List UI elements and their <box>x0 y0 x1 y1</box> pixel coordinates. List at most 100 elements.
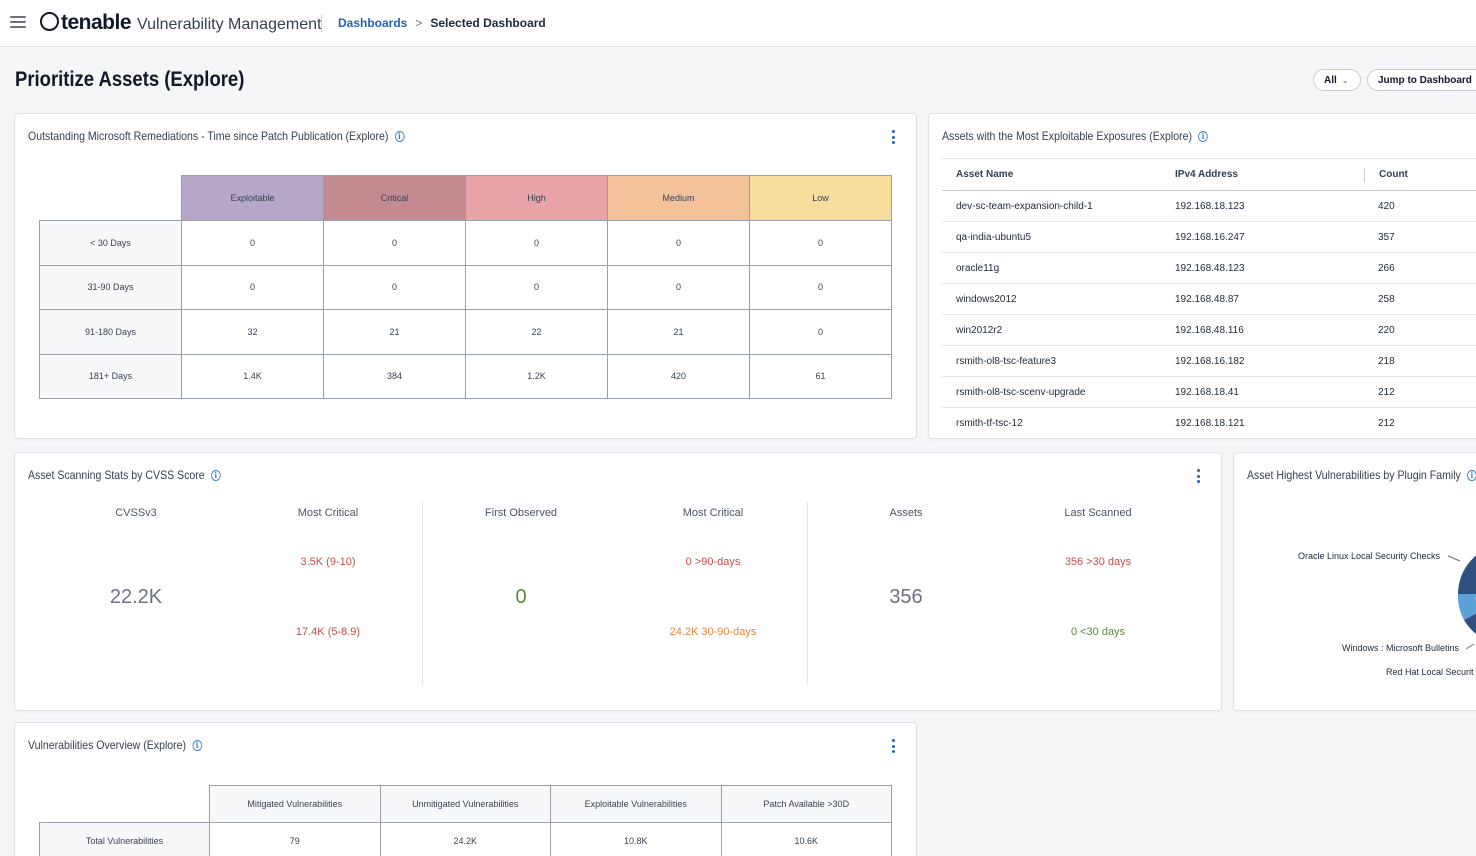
column-header-asset-name[interactable]: Asset Name <box>956 169 1014 180</box>
matrix-cell[interactable]: 0 <box>749 264 892 310</box>
table-row[interactable]: dev-sc-team-expansion-child-1 192.168.18… <box>942 191 1476 222</box>
stat-last-scanned[interactable]: Last Scanned 356 >30 days 0 <30 days <box>1002 502 1194 687</box>
matrix-cell[interactable]: 1.4K <box>181 353 324 399</box>
donut-slice-redhat[interactable] <box>1464 612 1476 643</box>
brand-name: tenable <box>61 11 132 34</box>
asset-count: 420 <box>1378 200 1395 212</box>
leader-line-windows <box>1465 643 1475 650</box>
breadcrumb-dashboards-link[interactable]: Dashboards <box>338 16 408 30</box>
column-header-high: High <box>465 175 608 221</box>
chevron-down-icon: ⌄ <box>1341 75 1349 85</box>
matrix-row: 91-180 Days 32 21 22 21 0 <box>39 309 892 355</box>
overview-matrix: Mitigated Vulnerabilities Unmitigated Vu… <box>39 785 892 856</box>
table-row[interactable]: qa-india-ubuntu5 192.168.16.247 357 <box>942 222 1476 253</box>
matrix-cell[interactable]: 384 <box>323 353 466 399</box>
asset-count: 357 <box>1378 231 1395 243</box>
table-row[interactable]: windows2012 192.168.48.87 258 <box>942 284 1476 315</box>
exposures-title-text[interactable]: Assets with the Most Exploitable Exposur… <box>942 129 1193 143</box>
info-icon[interactable]: i <box>192 739 202 751</box>
asset-name: windows2012 <box>956 293 1017 305</box>
overview-cell[interactable]: 10.8K <box>550 822 722 856</box>
table-header-row: Asset Name IPv4 Address Count <box>942 159 1476 191</box>
chevron-right-icon: > <box>415 16 423 30</box>
stat-assets[interactable]: Assets 356 <box>810 502 1002 687</box>
jump-to-dashboard-button[interactable]: Jump to Dashboard <box>1367 69 1476 91</box>
filter-dropdown-label: All <box>1324 74 1337 86</box>
kebab-menu-icon[interactable] <box>1197 469 1201 483</box>
matrix-cell[interactable]: 32 <box>181 309 324 355</box>
hamburger-menu-icon[interactable] <box>10 16 26 28</box>
table-row[interactable]: oracle11g 192.168.48.123 266 <box>942 253 1476 284</box>
kebab-menu-icon[interactable] <box>892 739 896 753</box>
donut-label-oracle: Oracle Linux Local Security Checks <box>1298 551 1441 561</box>
matrix-cell[interactable]: 0 <box>607 264 750 310</box>
matrix-cell[interactable]: 21 <box>607 309 750 355</box>
column-header-count[interactable]: Count <box>1364 167 1408 182</box>
plugin-title-text[interactable]: Asset Highest Vulnerabilities by Plugin … <box>1247 468 1461 482</box>
stat-first-observed[interactable]: First Observed 0 <box>425 502 617 687</box>
matrix-row: 31-90 Days 0 0 0 0 0 <box>39 264 892 310</box>
matrix-cell[interactable]: 61 <box>749 353 892 399</box>
overview-cell[interactable]: 24.2K <box>379 822 551 856</box>
info-icon[interactable]: i <box>210 469 221 481</box>
matrix-cell[interactable]: 0 <box>607 220 750 266</box>
column-header-ipv4[interactable]: IPv4 Address <box>1175 169 1238 180</box>
tenable-logo-icon <box>40 12 59 31</box>
logo[interactable]: tenable Vulnerability Management <box>40 10 321 35</box>
stat-critical-medium: 17.4K (5-8.9) <box>295 626 361 638</box>
stat-most-critical[interactable]: Most Critical 3.5K (9-10) 17.4K (5-8.9) <box>232 502 424 687</box>
column-header-patch-available: Patch Available >30D <box>720 785 892 823</box>
stat-value: 356 <box>889 586 923 608</box>
breadcrumb: Dashboards > Selected Dashboard <box>338 16 546 30</box>
matrix-cell[interactable]: 0 <box>465 264 608 310</box>
info-icon[interactable]: i <box>1198 130 1208 142</box>
donut-slice-windows[interactable] <box>1457 594 1476 620</box>
matrix-cell[interactable]: 0 <box>749 309 892 355</box>
stat-cvss[interactable]: CVSSv3 22.2K <box>40 502 232 687</box>
donut-slice-oracle[interactable] <box>1458 546 1476 594</box>
matrix-cell[interactable]: 420 <box>607 353 750 399</box>
stat-critical-high: 3.5K (9-10) <box>300 556 356 568</box>
scanning-title-text[interactable]: Asset Scanning Stats by CVSS Score <box>28 468 205 482</box>
table-row[interactable]: rsmith-tf-tsc-12 192.168.18.121 212 <box>942 408 1476 428</box>
overview-title-text[interactable]: Vulnerabilities Overview (Explore) <box>28 738 187 752</box>
asset-count: 218 <box>1378 355 1395 367</box>
matrix-cell[interactable]: 0 <box>323 264 466 310</box>
asset-count: 266 <box>1378 262 1395 274</box>
matrix-cell[interactable]: 0 <box>465 220 608 266</box>
overview-cell[interactable]: 10.6K <box>720 822 892 856</box>
matrix-cell[interactable]: 0 <box>181 264 324 310</box>
table-row[interactable]: rsmith-ol8-tsc-scenv-upgrade 192.168.18.… <box>942 377 1476 408</box>
column-header-exploitable: Exploitable <box>181 175 324 221</box>
breadcrumb-current: Selected Dashboard <box>430 16 546 30</box>
stat-divider <box>422 502 423 685</box>
matrix-cell[interactable]: 0 <box>323 220 466 266</box>
overview-cell[interactable]: 79 <box>209 822 381 856</box>
info-icon[interactable]: i <box>394 130 405 142</box>
matrix-row: < 30 Days 0 0 0 0 0 <box>39 220 892 266</box>
asset-name: rsmith-tf-tsc-12 <box>956 417 1023 428</box>
matrix-cell[interactable]: 22 <box>465 309 608 355</box>
row-label: 31-90 Days <box>39 264 182 310</box>
asset-ip: 192.168.18.123 <box>1175 200 1245 212</box>
matrix-header-row: Exploitable Critical High Medium Low <box>40 175 892 221</box>
scanning-panel-title: Asset Scanning Stats by CVSS Score i <box>28 468 221 482</box>
filter-dropdown[interactable]: All ⌄ <box>1313 69 1361 91</box>
matrix-cell[interactable]: 1.2K <box>465 353 608 399</box>
asset-count: 212 <box>1378 386 1395 398</box>
table-row[interactable]: rsmith-ol8-tsc-feature3 192.168.16.182 2… <box>942 346 1476 377</box>
stat-heading: First Observed <box>484 507 558 519</box>
stat-most-critical-age[interactable]: Most Critical 0 >90-days 24.2K 30-90-day… <box>617 502 809 687</box>
table-row[interactable]: win2012r2 192.168.48.116 220 <box>942 315 1476 346</box>
kebab-menu-icon[interactable] <box>892 130 896 144</box>
remediations-title-text[interactable]: Outstanding Microsoft Remediations - Tim… <box>28 129 389 143</box>
asset-name: rsmith-ol8-tsc-feature3 <box>956 355 1057 367</box>
page-title: Prioritize Assets (Explore) <box>15 68 245 91</box>
column-header-critical: Critical <box>323 175 466 221</box>
exposures-table-scroll[interactable]: Asset Name IPv4 Address Count dev-sc-tea… <box>942 159 1476 427</box>
matrix-cell[interactable]: 0 <box>749 220 892 266</box>
scanning-stats-panel: Asset Scanning Stats by CVSS Score i CVS… <box>14 452 1222 711</box>
matrix-cell[interactable]: 0 <box>181 220 324 266</box>
asset-name: rsmith-ol8-tsc-scenv-upgrade <box>956 386 1086 398</box>
matrix-cell[interactable]: 21 <box>323 309 466 355</box>
